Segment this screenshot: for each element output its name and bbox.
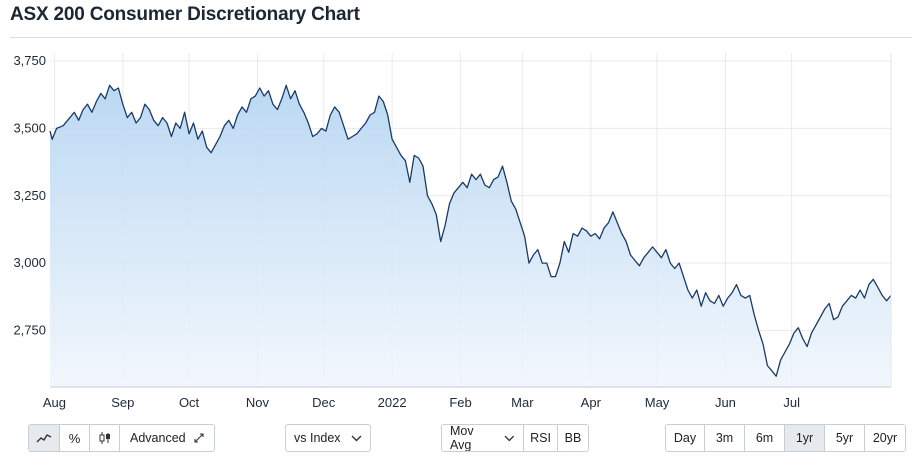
chart-type-group: % Advanced <box>28 424 215 452</box>
compare-toolbar: vs Index <box>285 424 371 452</box>
chart-type-toolbar: % Advanced <box>28 424 215 452</box>
indicators-group: Mov Avg RSI BB <box>441 424 589 452</box>
range-label: 3m <box>715 431 734 445</box>
compare-dropdown[interactable]: vs Index <box>285 424 371 452</box>
x-tick-label: Oct <box>179 395 200 410</box>
title-divider <box>10 37 912 38</box>
mov-avg-label: Mov Avg <box>450 424 474 452</box>
percent-button[interactable]: % <box>59 425 89 451</box>
advanced-label: Advanced <box>130 431 186 445</box>
page-title: ASX 200 Consumer Discretionary Chart <box>10 4 360 25</box>
x-tick-label: Nov <box>246 395 270 410</box>
rsi-button[interactable]: RSI <box>523 425 557 451</box>
indicators-toolbar: Mov Avg RSI BB <box>441 424 589 452</box>
y-tick-label: 3,000 <box>13 255 46 270</box>
line-chart-icon <box>36 434 52 443</box>
range-20yr-button[interactable]: 20yr <box>864 425 905 451</box>
range-group: Day 3m 6m 1yr 5yr 20yr <box>665 424 906 452</box>
bb-label: BB <box>564 431 582 445</box>
range-6m-button[interactable]: 6m <box>744 425 784 451</box>
chevron-down-icon <box>351 435 362 441</box>
y-tick-label: 2,750 <box>13 322 46 337</box>
x-tick-label: Aug <box>43 395 66 410</box>
rsi-label: RSI <box>530 431 551 445</box>
y-tick-label: 3,500 <box>13 120 46 135</box>
advanced-button[interactable]: Advanced <box>119 425 214 451</box>
bb-button[interactable]: BB <box>557 425 588 451</box>
range-label: 20yr <box>872 431 898 445</box>
expand-icon <box>194 433 204 443</box>
range-label: 1yr <box>795 431 814 445</box>
series-area <box>50 85 891 388</box>
price-chart[interactable]: 2,750 3,000 3,250 3,500 3,750 Aug Sep Oct Nov Dec… <box>0 0 912 420</box>
x-tick-label: Jun <box>715 395 736 410</box>
percent-icon: % <box>68 430 81 446</box>
x-tick-label: Apr <box>581 395 602 410</box>
range-1yr-button[interactable]: 1yr <box>784 425 824 451</box>
y-tick-label: 3,250 <box>13 188 46 203</box>
chevron-down-icon <box>504 435 515 441</box>
range-label: 6m <box>755 431 774 445</box>
range-label: Day <box>673 431 697 445</box>
x-tick-label: Sep <box>111 395 134 410</box>
x-tick-label: Feb <box>449 395 471 410</box>
x-tick-label: Jul <box>783 395 800 410</box>
x-tick-label: May <box>645 395 670 410</box>
candlestick-icon <box>99 432 110 444</box>
line-chart-button[interactable] <box>29 425 59 451</box>
x-tick-label: Mar <box>511 395 534 410</box>
compare-label: vs Index <box>294 431 341 445</box>
range-toolbar: Day 3m 6m 1yr 5yr 20yr <box>665 424 906 452</box>
mov-avg-dropdown[interactable]: Mov Avg <box>442 425 523 451</box>
range-label: 5yr <box>835 431 854 445</box>
range-day-button[interactable]: Day <box>666 425 704 451</box>
range-5yr-button[interactable]: 5yr <box>824 425 864 451</box>
x-tick-label: 2022 <box>378 395 407 410</box>
candlestick-button[interactable] <box>89 425 119 451</box>
y-tick-label: 3,750 <box>13 53 46 68</box>
range-3m-button[interactable]: 3m <box>704 425 744 451</box>
x-tick-label: Dec <box>312 395 336 410</box>
series-line <box>49 84 892 377</box>
